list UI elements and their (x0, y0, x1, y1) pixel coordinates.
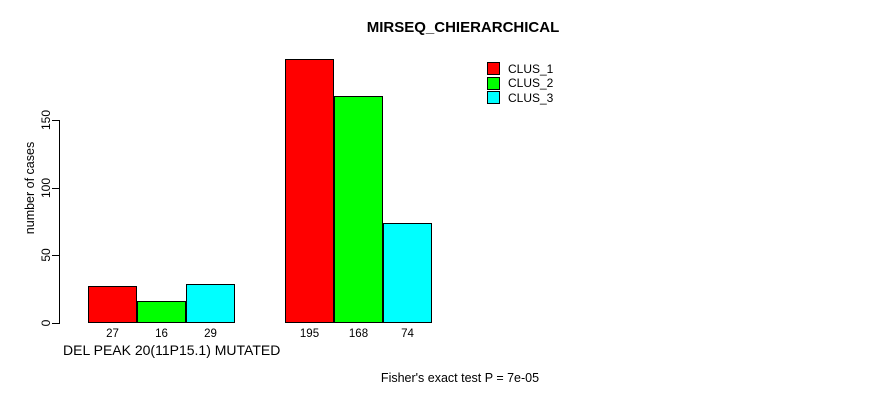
x-axis-label: DEL PEAK 20(11P15.1) MUTATED (63, 342, 281, 358)
bar-clus_1-group2 (285, 59, 334, 323)
y-axis-line (59, 120, 60, 324)
bar-value-label: 195 (299, 328, 320, 340)
chart-title: MIRSEQ_CHIERARCHICAL (366, 19, 560, 36)
y-axis-tick-label: 100 (39, 177, 53, 198)
legend-swatch-icon (487, 62, 500, 75)
y-axis-tick (52, 255, 59, 257)
footnote-text: Fisher's exact test P = 7e-05 (380, 371, 540, 385)
bar-value-label: 27 (106, 328, 119, 340)
y-axis-tick-label: 0 (39, 319, 53, 327)
y-axis-tick-label: 50 (39, 248, 53, 263)
bar-clus_1-group1 (88, 286, 137, 323)
legend-item: CLUS_2 (487, 76, 554, 90)
legend-label: CLUS_2 (508, 76, 554, 90)
bar-clus_2-group2 (334, 96, 383, 323)
legend: CLUS_1 CLUS_2 CLUS_3 (487, 62, 553, 106)
legend-label: CLUS_1 (508, 61, 554, 76)
legend-label: CLUS_3 (508, 90, 554, 105)
legend-item: CLUS_1 (487, 61, 554, 76)
y-axis-tick-label: 150 (39, 110, 53, 131)
legend-item: CLUS_3 (487, 90, 554, 105)
legend-swatch-icon (487, 91, 500, 104)
bar-value-label: 74 (401, 328, 414, 340)
legend-swatch-icon (487, 76, 500, 90)
bar-clus_3-group1 (186, 284, 235, 323)
y-axis-tick (52, 323, 59, 324)
y-axis-tick (52, 187, 59, 189)
bar-value-label: 168 (348, 328, 369, 340)
bar-value-label: 29 (204, 328, 217, 340)
bar-value-label: 16 (155, 328, 168, 340)
bar-clus_3-group2 (383, 223, 432, 323)
y-axis-tick (52, 120, 59, 122)
bar-clus_2-group1 (137, 301, 186, 323)
